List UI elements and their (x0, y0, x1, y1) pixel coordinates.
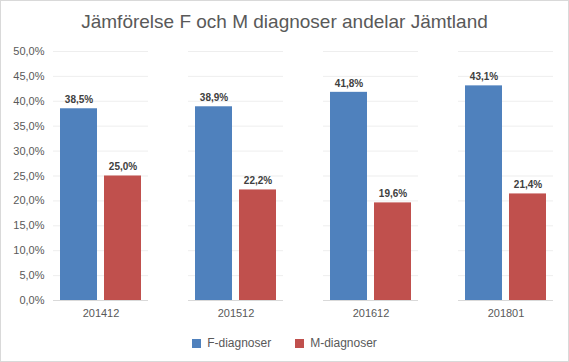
svg-text:201801: 201801 (488, 307, 525, 319)
html-text:F-diagnoser: F-diagnoser (207, 336, 272, 350)
svg-text:25,0%: 25,0% (109, 161, 137, 172)
svg-text:201612: 201612 (353, 307, 390, 319)
svg-text:38,9%: 38,9% (200, 92, 228, 103)
svg-text:201412: 201412 (83, 307, 120, 319)
svg-text:50,0%: 50,0% (13, 45, 44, 57)
svg-text:30,0%: 30,0% (13, 145, 44, 157)
svg-text:43,1%: 43,1% (470, 71, 498, 82)
svg-text:5,0%: 5,0% (19, 269, 44, 281)
html-text:Jämförelse F och M diagnoser a: Jämförelse F och M diagnoser andelar Jäm… (81, 11, 488, 32)
svg-text:41,8%: 41,8% (335, 78, 363, 89)
svg-text:201512: 201512 (218, 307, 255, 319)
html-text:M-diagnoser: M-diagnoser (310, 336, 377, 350)
svg-text:19,6%: 19,6% (379, 188, 407, 199)
svg-text:22,2%: 22,2% (244, 175, 272, 186)
svg-text:0,0%: 0,0% (19, 294, 44, 306)
svg-text:10,0%: 10,0% (13, 244, 44, 256)
svg-text:21,4%: 21,4% (514, 179, 542, 190)
svg-text:20,0%: 20,0% (13, 194, 44, 206)
svg-text:45,0%: 45,0% (13, 70, 44, 82)
svg-text:15,0%: 15,0% (13, 219, 44, 231)
svg-text:38,5%: 38,5% (65, 94, 93, 105)
svg-text:35,0%: 35,0% (13, 120, 44, 132)
svg-text:25,0%: 25,0% (13, 170, 44, 182)
svg-text:40,0%: 40,0% (13, 95, 44, 107)
